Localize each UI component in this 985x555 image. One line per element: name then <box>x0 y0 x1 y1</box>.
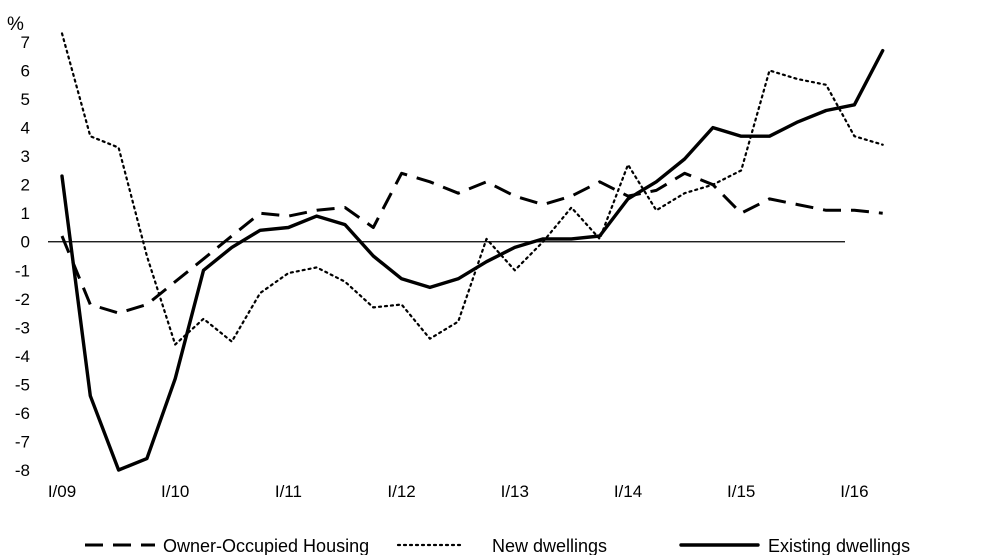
series-line-new-dwellings <box>60 32 884 346</box>
y-tick-label: 1 <box>21 204 30 223</box>
legend-label-new-dwellings: New dwellings <box>492 536 607 555</box>
x-tick-label: I/16 <box>840 482 868 501</box>
legend-label-existing-dwellings: Existing dwellings <box>768 536 910 555</box>
y-tick-label: 6 <box>21 62 30 81</box>
chart-legend: Owner-Occupied Housing New dwellings Exist… <box>85 536 910 555</box>
chart-series <box>60 32 885 472</box>
x-tick-label: I/14 <box>614 482 642 501</box>
x-tick-label: I/13 <box>501 482 529 501</box>
x-tick-label: I/12 <box>387 482 415 501</box>
y-tick-label: 4 <box>21 119 30 138</box>
legend-label-owner-occupied-housing: Owner-Occupied Housing <box>163 536 369 555</box>
y-tick-label: 2 <box>21 176 30 195</box>
y-tick-label: 5 <box>21 90 30 109</box>
y-tick-label: -4 <box>15 347 30 366</box>
y-tick-label: -1 <box>15 261 30 280</box>
chart-axes: % -8 -7 -6 -5 -4 -3 -2 -1 0 1 2 3 4 5 6 7 I/09 I/10 I/11 I/1… <box>7 14 869 501</box>
y-tick-label: 0 <box>21 233 30 252</box>
y-tick-label: 3 <box>21 147 30 166</box>
x-tick-label: I/10 <box>161 482 189 501</box>
series-line-existing-dwellings <box>60 48 885 472</box>
series-line-owner-occupied-housing <box>60 171 883 315</box>
y-axis-unit-label: % <box>7 14 24 35</box>
y-tick-label: -6 <box>15 404 30 423</box>
y-tick-label: -3 <box>15 318 30 337</box>
y-tick-label: -8 <box>15 461 30 480</box>
y-tick-label: 7 <box>21 33 30 52</box>
y-tick-label: -2 <box>15 290 30 309</box>
x-tick-label: I/15 <box>727 482 755 501</box>
y-tick-label: -5 <box>15 375 30 394</box>
x-tick-label: I/09 <box>48 482 76 501</box>
y-tick-label: -7 <box>15 432 30 451</box>
x-tick-label: I/11 <box>275 482 302 501</box>
